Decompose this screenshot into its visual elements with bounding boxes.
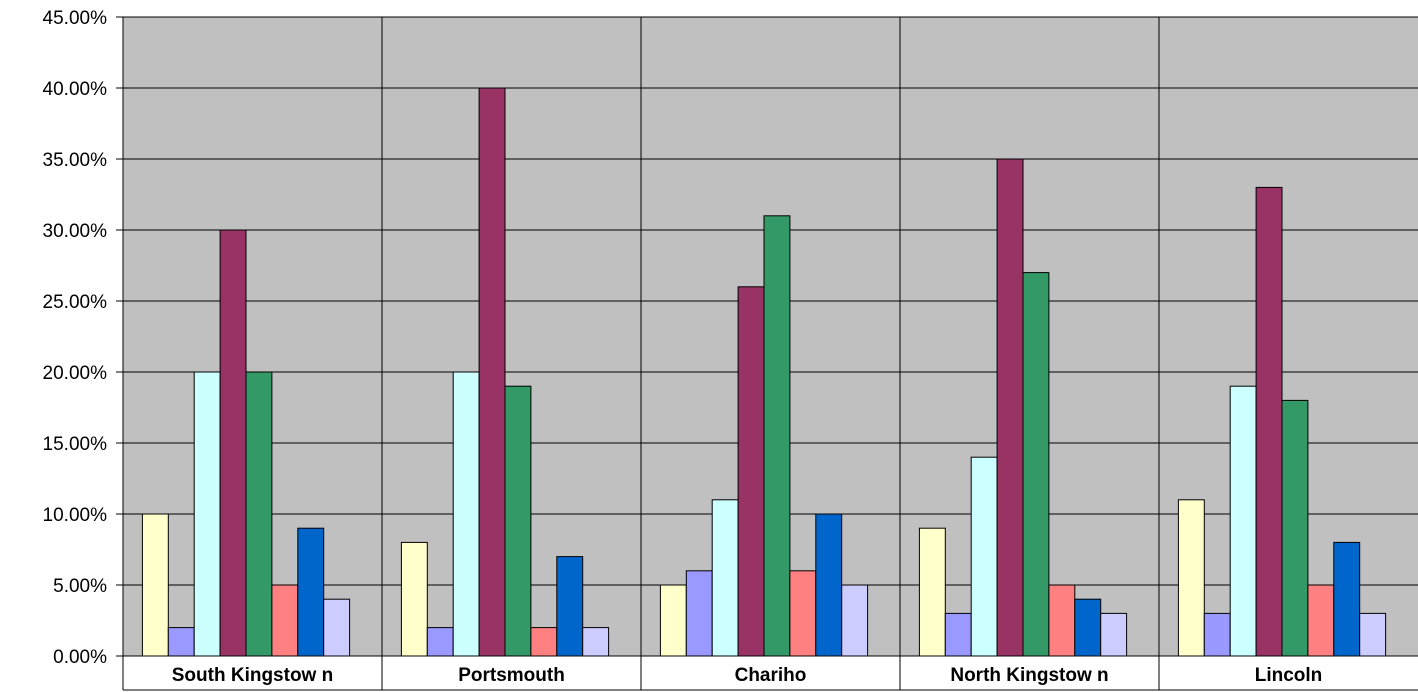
bar <box>1100 612 1128 657</box>
x-category-labels: South Kingstow n Portsmouth Chariho North K… <box>172 665 1323 686</box>
bar <box>1255 186 1283 657</box>
bar <box>815 513 843 657</box>
bar <box>167 627 195 657</box>
bar <box>1048 584 1076 657</box>
y-tick-label: 20.00% <box>43 363 108 384</box>
bar <box>426 627 454 657</box>
bar <box>918 527 946 657</box>
bar <box>659 584 687 657</box>
bar <box>582 627 610 657</box>
bar <box>1307 584 1335 657</box>
bar <box>245 371 273 657</box>
x-category-label: Chariho <box>735 665 807 686</box>
y-tick-label: 35.00% <box>43 150 108 171</box>
bar <box>996 158 1024 657</box>
bar <box>1022 272 1050 657</box>
y-tick-label: 40.00% <box>43 79 108 100</box>
y-tick-label: 30.00% <box>43 221 108 242</box>
bar <box>841 584 869 657</box>
x-category-label: Portsmouth <box>458 665 565 686</box>
bar <box>219 229 247 657</box>
bar <box>271 584 299 657</box>
bar <box>1281 399 1309 657</box>
bar <box>504 385 532 657</box>
bar <box>141 513 169 657</box>
bar <box>530 627 558 657</box>
bar <box>452 371 480 657</box>
bar <box>478 87 506 657</box>
y-tick-label: 0.00% <box>53 647 107 668</box>
bar <box>970 456 998 657</box>
bar <box>400 541 428 657</box>
y-tick-label: 25.00% <box>43 292 108 313</box>
y-tick-label: 15.00% <box>43 434 108 455</box>
bars <box>141 87 1387 657</box>
bar <box>1359 612 1387 657</box>
bar <box>1203 612 1231 657</box>
bar <box>193 371 221 657</box>
bar <box>1074 598 1102 657</box>
bar <box>1229 385 1257 657</box>
y-tick-labels: 0.00% 5.00% 10.00% 15.00% 20.00% 25.00% 30.00%… <box>43 8 108 668</box>
axes <box>116 16 1418 691</box>
bar <box>711 499 739 657</box>
bar <box>737 286 765 657</box>
bar <box>763 215 791 657</box>
bar <box>556 556 584 657</box>
y-tick-label: 10.00% <box>43 505 108 526</box>
x-category-label: North Kingstow n <box>950 665 1108 686</box>
bar <box>297 527 325 657</box>
y-tick-label: 45.00% <box>43 8 108 29</box>
x-category-label: Lincoln <box>1255 665 1323 686</box>
bar <box>1333 541 1361 657</box>
bar <box>1177 499 1205 657</box>
bar <box>685 570 713 657</box>
x-category-label: South Kingstow n <box>172 665 333 686</box>
bar <box>323 598 351 657</box>
bar <box>944 612 972 657</box>
y-tick-label: 5.00% <box>53 576 107 597</box>
bar <box>789 570 817 657</box>
